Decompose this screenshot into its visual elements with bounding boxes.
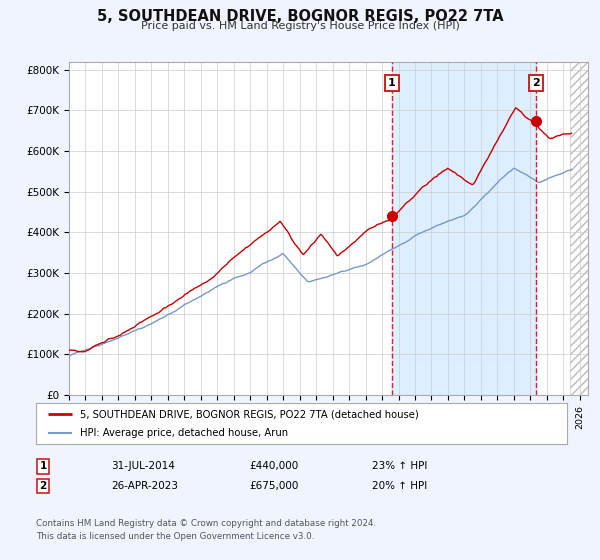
Text: 5, SOUTHDEAN DRIVE, BOGNOR REGIS, PO22 7TA: 5, SOUTHDEAN DRIVE, BOGNOR REGIS, PO22 7…: [97, 9, 503, 24]
Text: 1: 1: [388, 78, 395, 88]
Bar: [570, 62, 588, 395]
Text: 31-JUL-2014: 31-JUL-2014: [111, 461, 175, 472]
Text: 23% ↑ HPI: 23% ↑ HPI: [372, 461, 427, 472]
Text: 2: 2: [532, 78, 539, 88]
Text: 20% ↑ HPI: 20% ↑ HPI: [372, 481, 427, 491]
Text: 2: 2: [40, 481, 47, 491]
Text: £440,000: £440,000: [249, 461, 298, 472]
Text: HPI: Average price, detached house, Arun: HPI: Average price, detached house, Arun: [80, 428, 287, 437]
Text: Price paid vs. HM Land Registry's House Price Index (HPI): Price paid vs. HM Land Registry's House …: [140, 21, 460, 31]
Bar: [392, 62, 536, 395]
Text: 26-APR-2023: 26-APR-2023: [111, 481, 178, 491]
Text: 5, SOUTHDEAN DRIVE, BOGNOR REGIS, PO22 7TA (detached house): 5, SOUTHDEAN DRIVE, BOGNOR REGIS, PO22 7…: [80, 409, 418, 419]
Text: £675,000: £675,000: [249, 481, 298, 491]
Text: 1: 1: [40, 461, 47, 472]
Text: Contains HM Land Registry data © Crown copyright and database right 2024.
This d: Contains HM Land Registry data © Crown c…: [36, 519, 376, 541]
